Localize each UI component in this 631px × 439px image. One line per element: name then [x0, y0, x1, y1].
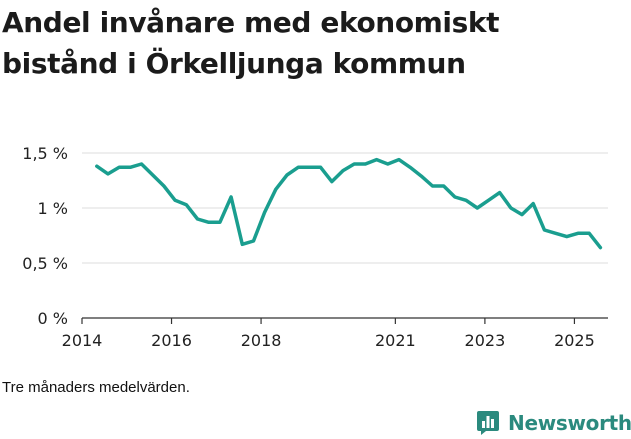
x-tick-label: 2016: [151, 331, 192, 350]
y-tick-label: 0 %: [38, 309, 68, 328]
x-tick-label: 2023: [465, 331, 506, 350]
bar-chart-logo-icon: [477, 411, 499, 435]
x-tick-label: 2014: [62, 331, 103, 350]
x-tick-label: 2021: [375, 331, 416, 350]
y-tick-label: 0,5 %: [22, 254, 68, 273]
chart-title: Andel invånare med ekonomiskt bistånd i …: [2, 6, 500, 80]
series-line: [95, 157, 603, 250]
brand-name: Newsworthy: [508, 411, 631, 435]
y-tick-label: 1 %: [38, 199, 68, 218]
brand-logo[interactable]: Newsworthy: [476, 408, 631, 438]
x-tick-label: 2018: [241, 331, 282, 350]
line-chart: 0 % 0,5 % 1 % 1,5 % 2014 2016 2018 2021 2023 2025: [22, 144, 608, 350]
footnote: Tre månaders medelvärden.: [2, 379, 190, 396]
x-tick-label: 2025: [554, 331, 595, 350]
y-tick-label: 1,5 %: [22, 144, 68, 163]
